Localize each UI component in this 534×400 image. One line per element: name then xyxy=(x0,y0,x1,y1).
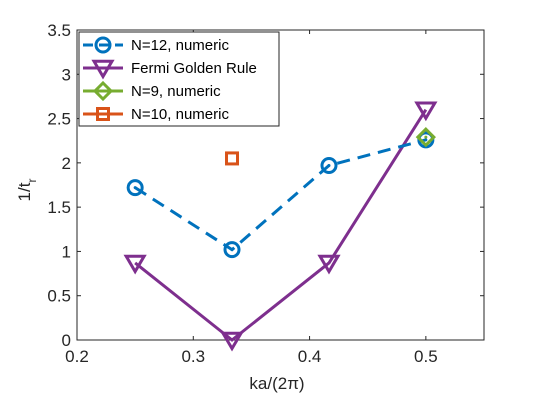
data-point-dot xyxy=(230,248,234,252)
legend-marker xyxy=(91,59,115,80)
data-point-dot xyxy=(133,186,137,190)
legend-marker-ring xyxy=(94,36,112,54)
series-line xyxy=(134,138,427,252)
series-layer xyxy=(123,101,438,352)
data-point xyxy=(317,254,341,275)
y-axis-label-sub: r xyxy=(25,179,39,183)
data-point xyxy=(414,101,438,122)
y-tick-label: 3 xyxy=(62,65,71,84)
legend-label: Fermi Golden Rule xyxy=(131,60,257,77)
data-point-dot xyxy=(327,164,331,168)
y-tick-label: 1.5 xyxy=(47,198,71,217)
legend-marker xyxy=(96,107,110,121)
legend-marker-shape xyxy=(92,80,114,102)
data-point xyxy=(126,179,144,197)
y-tick-label: 1 xyxy=(62,242,71,261)
y-tick-label: 0 xyxy=(62,331,71,350)
x-axis-label: ka/(2π) xyxy=(249,374,304,393)
data-point-shape xyxy=(415,127,436,148)
data-point-ring xyxy=(223,241,241,259)
data-point xyxy=(415,127,436,148)
legend-label: N=9, numeric xyxy=(131,83,221,100)
x-tick-label: 0.2 xyxy=(65,347,89,366)
plot-frame xyxy=(76,29,485,341)
series-2 xyxy=(415,127,436,148)
legend-entry: N=9, numeric xyxy=(83,80,221,102)
series-3 xyxy=(225,151,240,166)
y-tick-label: 0.5 xyxy=(47,287,71,306)
x-tick-label: 0.5 xyxy=(414,347,438,366)
tick-labels: 0.2 0.3 0.4 0.5 0 0.5 1 1.5 2 2.5 3 3.5 xyxy=(47,21,437,366)
legend-entry: Fermi Golden Rule xyxy=(83,59,257,80)
data-point xyxy=(320,157,338,175)
data-point-ring xyxy=(126,179,144,197)
data-point xyxy=(123,254,147,275)
legend-marker xyxy=(94,36,112,54)
plot-box xyxy=(76,29,485,341)
x-tick-label: 0.3 xyxy=(181,347,205,366)
data-point xyxy=(223,241,241,259)
data-point-dot xyxy=(424,138,428,142)
data-point-dot xyxy=(424,135,428,139)
legend-marker-dot xyxy=(101,89,105,93)
series-1 xyxy=(123,101,438,352)
y-axis-label: 1/tr xyxy=(15,179,39,202)
series-0 xyxy=(126,131,435,259)
legend: N=12, numeric Fermi Golden Rule N=9, numer… xyxy=(78,31,280,127)
data-point xyxy=(220,331,244,352)
legend-label: N=10, numeric xyxy=(131,106,229,123)
data-point xyxy=(225,151,240,166)
x-tick-label: 0.4 xyxy=(298,347,322,366)
data-point-ring xyxy=(320,157,338,175)
legend-marker-dot xyxy=(101,43,105,47)
legend-entry: N=10, numeric xyxy=(83,106,229,123)
legend-box xyxy=(78,31,280,127)
y-axis-label-main: 1/t xyxy=(15,182,34,201)
y-tick-label: 3.5 xyxy=(47,21,71,40)
legend-entry: N=12, numeric xyxy=(83,36,229,54)
y-tick-label: 2 xyxy=(62,154,71,173)
legend-label: N=12, numeric xyxy=(131,37,229,54)
y-tick-label: 2.5 xyxy=(47,110,71,129)
series-line xyxy=(134,108,428,342)
legend-marker xyxy=(92,80,114,102)
